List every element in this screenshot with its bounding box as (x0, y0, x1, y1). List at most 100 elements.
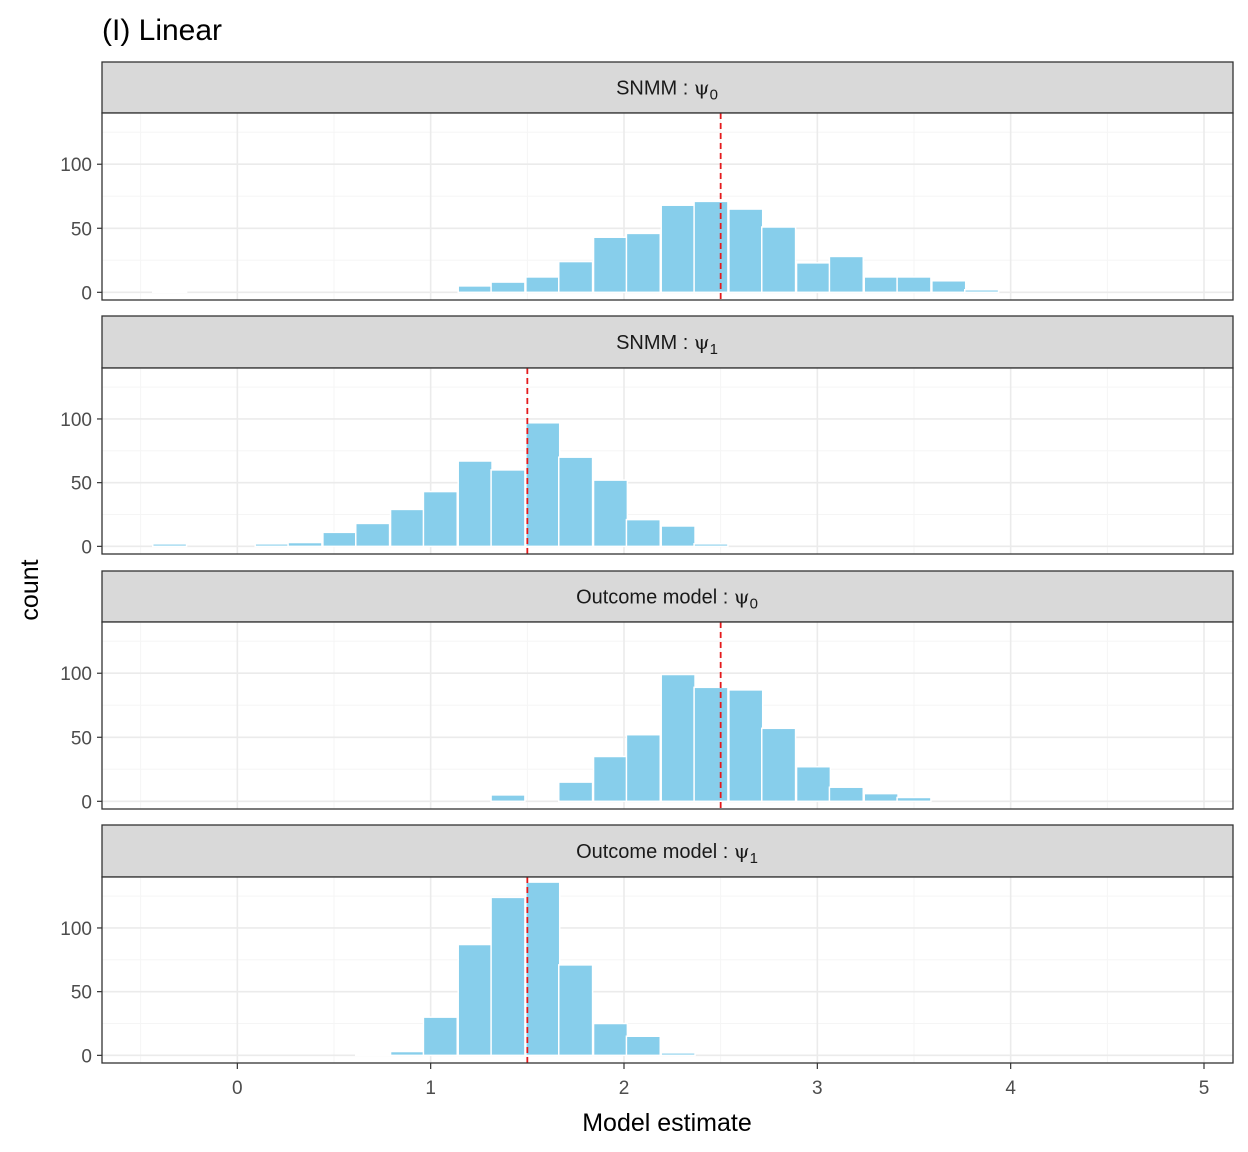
histogram-bar (828, 255, 865, 294)
histogram-bar (660, 1052, 696, 1057)
facet-strip-prefix: Outcome model (576, 841, 717, 863)
facet-strip (101, 570, 1234, 623)
histogram-bar (896, 276, 932, 294)
facet-strip (101, 61, 1234, 114)
facet-strip-symbol: ψ (734, 839, 750, 863)
histogram-bar (828, 786, 865, 803)
facet-strip-colon: : (677, 78, 694, 100)
histogram-bar (558, 781, 594, 803)
histogram-bar (457, 460, 493, 548)
histogram-bar (625, 1035, 662, 1057)
facet-strip-subscript: 1 (750, 850, 758, 867)
histogram-bar (660, 673, 696, 803)
facet-strip-prefix: Outcome model (576, 587, 717, 609)
facet-strip-colon: : (717, 587, 734, 609)
panel-border (101, 367, 1234, 555)
facet-strip-label: SNMM : ψ0 (616, 76, 718, 104)
histogram-bar (558, 260, 594, 294)
histogram-bar (625, 733, 662, 803)
histogram-bar (625, 518, 662, 548)
histogram-bar (152, 543, 188, 548)
histogram-bar (863, 792, 899, 803)
y-tick-label: 100 (60, 919, 92, 940)
y-tick-label: 0 (81, 1046, 92, 1067)
histogram-bar (558, 964, 594, 1057)
histogram-bar (592, 479, 629, 548)
facet-strip-label: Outcome model : ψ0 (576, 585, 758, 613)
facet-strip-label: Outcome model : ψ1 (576, 839, 758, 867)
panel-border (101, 621, 1234, 810)
facet-strip-colon: : (677, 332, 694, 354)
histogram-bar (558, 456, 594, 548)
histogram-bar (422, 1016, 458, 1057)
facet-strip-label: SNMM : ψ1 (616, 330, 718, 358)
y-axis-title: count (16, 559, 44, 620)
histogram-bar (490, 896, 526, 1057)
histogram-bar (660, 204, 696, 294)
histogram-bar (490, 794, 526, 803)
x-tick-label: 2 (619, 1078, 630, 1099)
x-tick-label: 0 (232, 1078, 243, 1099)
histogram-bar (660, 525, 696, 548)
histogram-bar (795, 765, 832, 803)
histogram-bar (254, 543, 290, 548)
histogram-bar (693, 686, 729, 803)
y-tick-label: 0 (81, 283, 92, 304)
histogram-bar (592, 236, 629, 294)
facet-strip-prefix: SNMM (616, 78, 677, 100)
histogram-bar (592, 755, 629, 803)
facet-strip (101, 315, 1234, 369)
histogram-bar (389, 508, 426, 548)
y-tick-label: 0 (81, 537, 92, 558)
panel-background (102, 877, 1233, 1063)
x-axis-title: Model estimate (582, 1109, 752, 1137)
y-tick-label: 100 (60, 664, 92, 685)
x-tick-label: 3 (812, 1078, 823, 1099)
facet-strip-symbol: ψ (694, 330, 710, 354)
histogram-bar (931, 280, 967, 294)
histogram-bar (693, 200, 729, 294)
histogram-bar (355, 1053, 391, 1057)
histogram-bar (422, 490, 458, 548)
y-tick-label: 0 (81, 792, 92, 813)
histogram-bar (964, 289, 1000, 294)
y-tick-label: 50 (71, 219, 92, 240)
histogram-bar (287, 541, 323, 548)
histogram-bar (625, 232, 662, 294)
y-tick-label: 50 (71, 983, 92, 1004)
histogram-bar (761, 226, 797, 294)
y-tick-label: 50 (71, 474, 92, 495)
facet-strip-symbol: ψ (694, 76, 710, 100)
facet-panel: SNMM : ψ1 0 50 100 (60, 315, 1234, 558)
histogram-bar (896, 796, 932, 803)
histogram-bar (490, 469, 526, 548)
x-tick-label: 5 (1199, 1078, 1210, 1099)
facet-strip-subscript: 0 (710, 87, 718, 104)
histogram-bar (525, 881, 561, 1057)
facet-strip-colon: : (717, 841, 734, 863)
facet-panel: Outcome model : ψ1 0 50 100 (60, 824, 1234, 1067)
facet-strip-symbol: ψ (734, 585, 750, 609)
x-tick-label: 4 (1005, 1078, 1016, 1099)
y-tick-label: 100 (60, 410, 92, 431)
histogram-bar (761, 727, 797, 803)
facet-strip (101, 824, 1234, 878)
histogram-bar (592, 1022, 629, 1057)
x-axis: 0 1 2 3 4 5 (232, 1063, 1209, 1099)
histogram-bar (693, 543, 729, 548)
facet-strip-subscript: 0 (750, 596, 758, 613)
plot-title: (I) Linear (102, 14, 222, 47)
facet-strip-subscript: 1 (710, 341, 718, 358)
histogram-bar (525, 422, 561, 548)
histogram-bar (525, 276, 561, 294)
histogram-bar (389, 1050, 426, 1057)
y-tick-label: 50 (71, 728, 92, 749)
histogram-bar (490, 281, 526, 294)
histogram-bar (322, 531, 358, 548)
panel-background (102, 368, 1233, 554)
histogram-bar (863, 276, 899, 294)
